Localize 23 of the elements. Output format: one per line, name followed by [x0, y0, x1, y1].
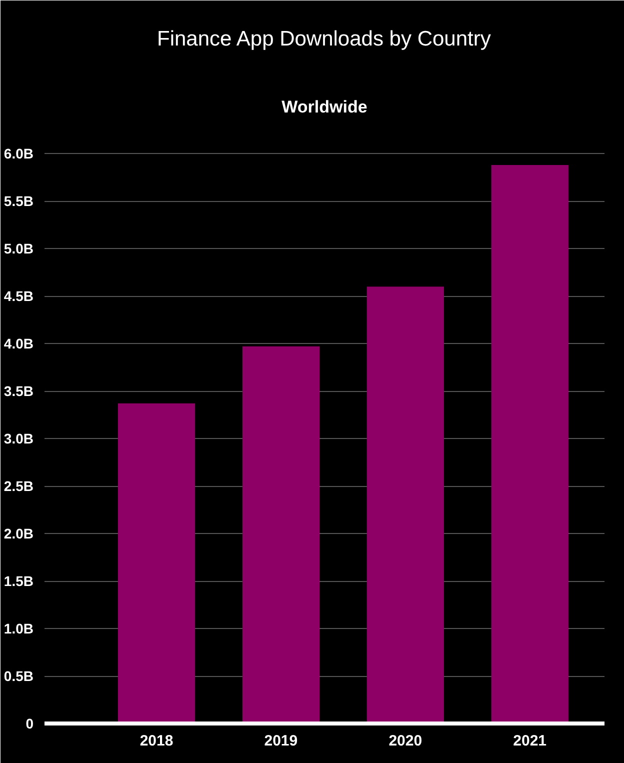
y-tick-label: 4.5B [4, 288, 34, 304]
bar [491, 164, 568, 724]
y-tick-label: 5.5B [4, 193, 34, 210]
bar [242, 346, 320, 724]
chart-title: Finance App Downloads by Country [156, 28, 492, 50]
x-tick-label: 2020 [388, 732, 422, 750]
x-tick-label: 2021 [513, 732, 547, 750]
y-tick-label: 4.0B [4, 336, 34, 352]
y-tick-label: 3.0B [4, 430, 34, 447]
y-tick-label: 0 [26, 716, 34, 732]
y-tick-label: 1.5B [4, 573, 34, 590]
x-tick-label: 2018 [140, 732, 174, 750]
y-tick-label: 2.5B [4, 478, 34, 494]
x-tick-label: 2019 [264, 732, 298, 750]
bar [118, 403, 196, 724]
y-tick-label: 0.5B [4, 668, 34, 684]
y-tick-label: 3.5B [4, 383, 34, 400]
bar [366, 286, 444, 724]
y-tick-label: 1.0B [4, 620, 34, 637]
y-tick-label: 6.0B [4, 146, 34, 162]
y-tick-label: 5.0B [4, 240, 34, 257]
y-tick-label: 2.0B [4, 526, 34, 542]
chart-subtitle: Worldwide [282, 98, 368, 116]
